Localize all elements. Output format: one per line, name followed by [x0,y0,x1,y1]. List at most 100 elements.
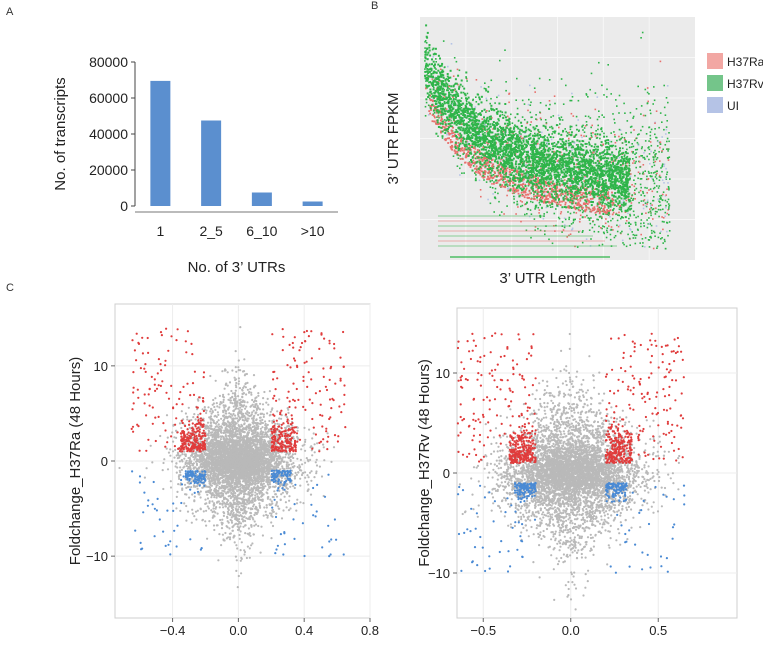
scatter-point [549,172,552,175]
scatter-point [611,201,614,204]
scatter-point [596,203,599,206]
scatter-point [590,167,593,170]
scatter-point [582,149,585,152]
scatter-point [661,151,663,153]
scatter-point [648,217,650,219]
scatter-point [648,153,651,155]
scatter-point [429,91,432,94]
scatter-point [528,157,530,160]
scatter-point [664,215,666,218]
scatter-point [530,180,533,183]
scatter-point [667,203,670,205]
scatter-point [546,156,549,159]
scatter-point [627,208,629,211]
scatter-point [563,217,566,220]
scatter-point [454,82,457,85]
scatter-point [437,114,440,117]
scatter-point [521,137,523,140]
scatter-point [561,200,563,203]
scatter-point [513,190,516,192]
scatter-point [474,179,477,182]
scatter-point [642,204,645,206]
scatter-point [556,196,558,199]
scatter-point [459,142,462,145]
scatter-point [444,139,447,142]
scatter-point [455,130,458,133]
scatter-point [627,233,629,236]
scatter-point [441,62,444,65]
scatter-point [552,198,555,201]
scatter-point [505,126,508,129]
scatter-point [547,138,549,141]
scatter-point [633,129,635,131]
scatter-point [544,135,546,137]
scatter-point [640,155,642,157]
scatter-point [586,179,589,182]
scatter-point [641,245,644,248]
scatter-point [560,179,562,181]
scatter-point [547,147,550,150]
scatter-point [532,176,535,179]
scatter-point [432,96,435,99]
scatter-point [554,130,557,133]
scatter-point [638,161,641,163]
scatter-point [516,149,519,152]
scatter-point [429,98,432,101]
scatter-point [594,133,596,135]
scatter-point [628,225,631,227]
scatter-point [466,132,468,134]
scatter-point [463,132,466,135]
scatter-point [505,151,508,154]
scatter-point [430,75,433,78]
scatter-point [579,164,582,167]
scatter-point [625,156,628,159]
scatter-point [567,142,570,145]
scatter-point [499,115,501,118]
scatter-point [430,67,433,70]
scatter-point [451,135,454,138]
scatter-point [489,115,492,118]
scatter-point [666,148,668,150]
scatter-point [574,207,577,210]
scatter-point [537,177,539,179]
scatter-point [555,188,558,191]
scatter-point [532,149,534,152]
scatter-point [448,96,451,99]
scatter-point [498,119,500,122]
scatter-point [456,93,459,96]
scatter-point [473,114,476,117]
scatter-point [461,137,463,140]
scatter-point [599,155,602,158]
scatter-point [451,144,453,147]
scatter-point [557,159,559,162]
scatter-point [447,122,450,125]
scatter-point [465,100,468,103]
scatter-point [438,79,441,82]
scatter-point [504,133,506,136]
scatter-point [575,163,578,166]
scatter-point [549,148,552,151]
scatter-point [649,210,652,212]
scatter-point [638,191,640,194]
scatter-point [542,124,545,127]
scatter-point [535,152,538,154]
scatter-point [503,148,506,151]
scatter-point [667,159,670,161]
scatter-point [635,108,638,110]
scatter-point [433,115,436,118]
scatter-point [433,105,435,107]
scatter-point [654,207,657,209]
scatter-point [542,153,545,156]
scatter-point [515,125,517,128]
scatter-point [603,157,606,160]
scatter-point [538,147,540,150]
scatter-point [545,196,548,199]
scatter-point [445,119,448,122]
scatter-point [662,191,665,193]
scatter-point [505,170,508,172]
scatter-point [540,196,542,199]
scatter-point [465,71,468,74]
scatter-point [654,176,657,178]
scatter-point [529,209,532,211]
scatter-point [546,191,549,194]
